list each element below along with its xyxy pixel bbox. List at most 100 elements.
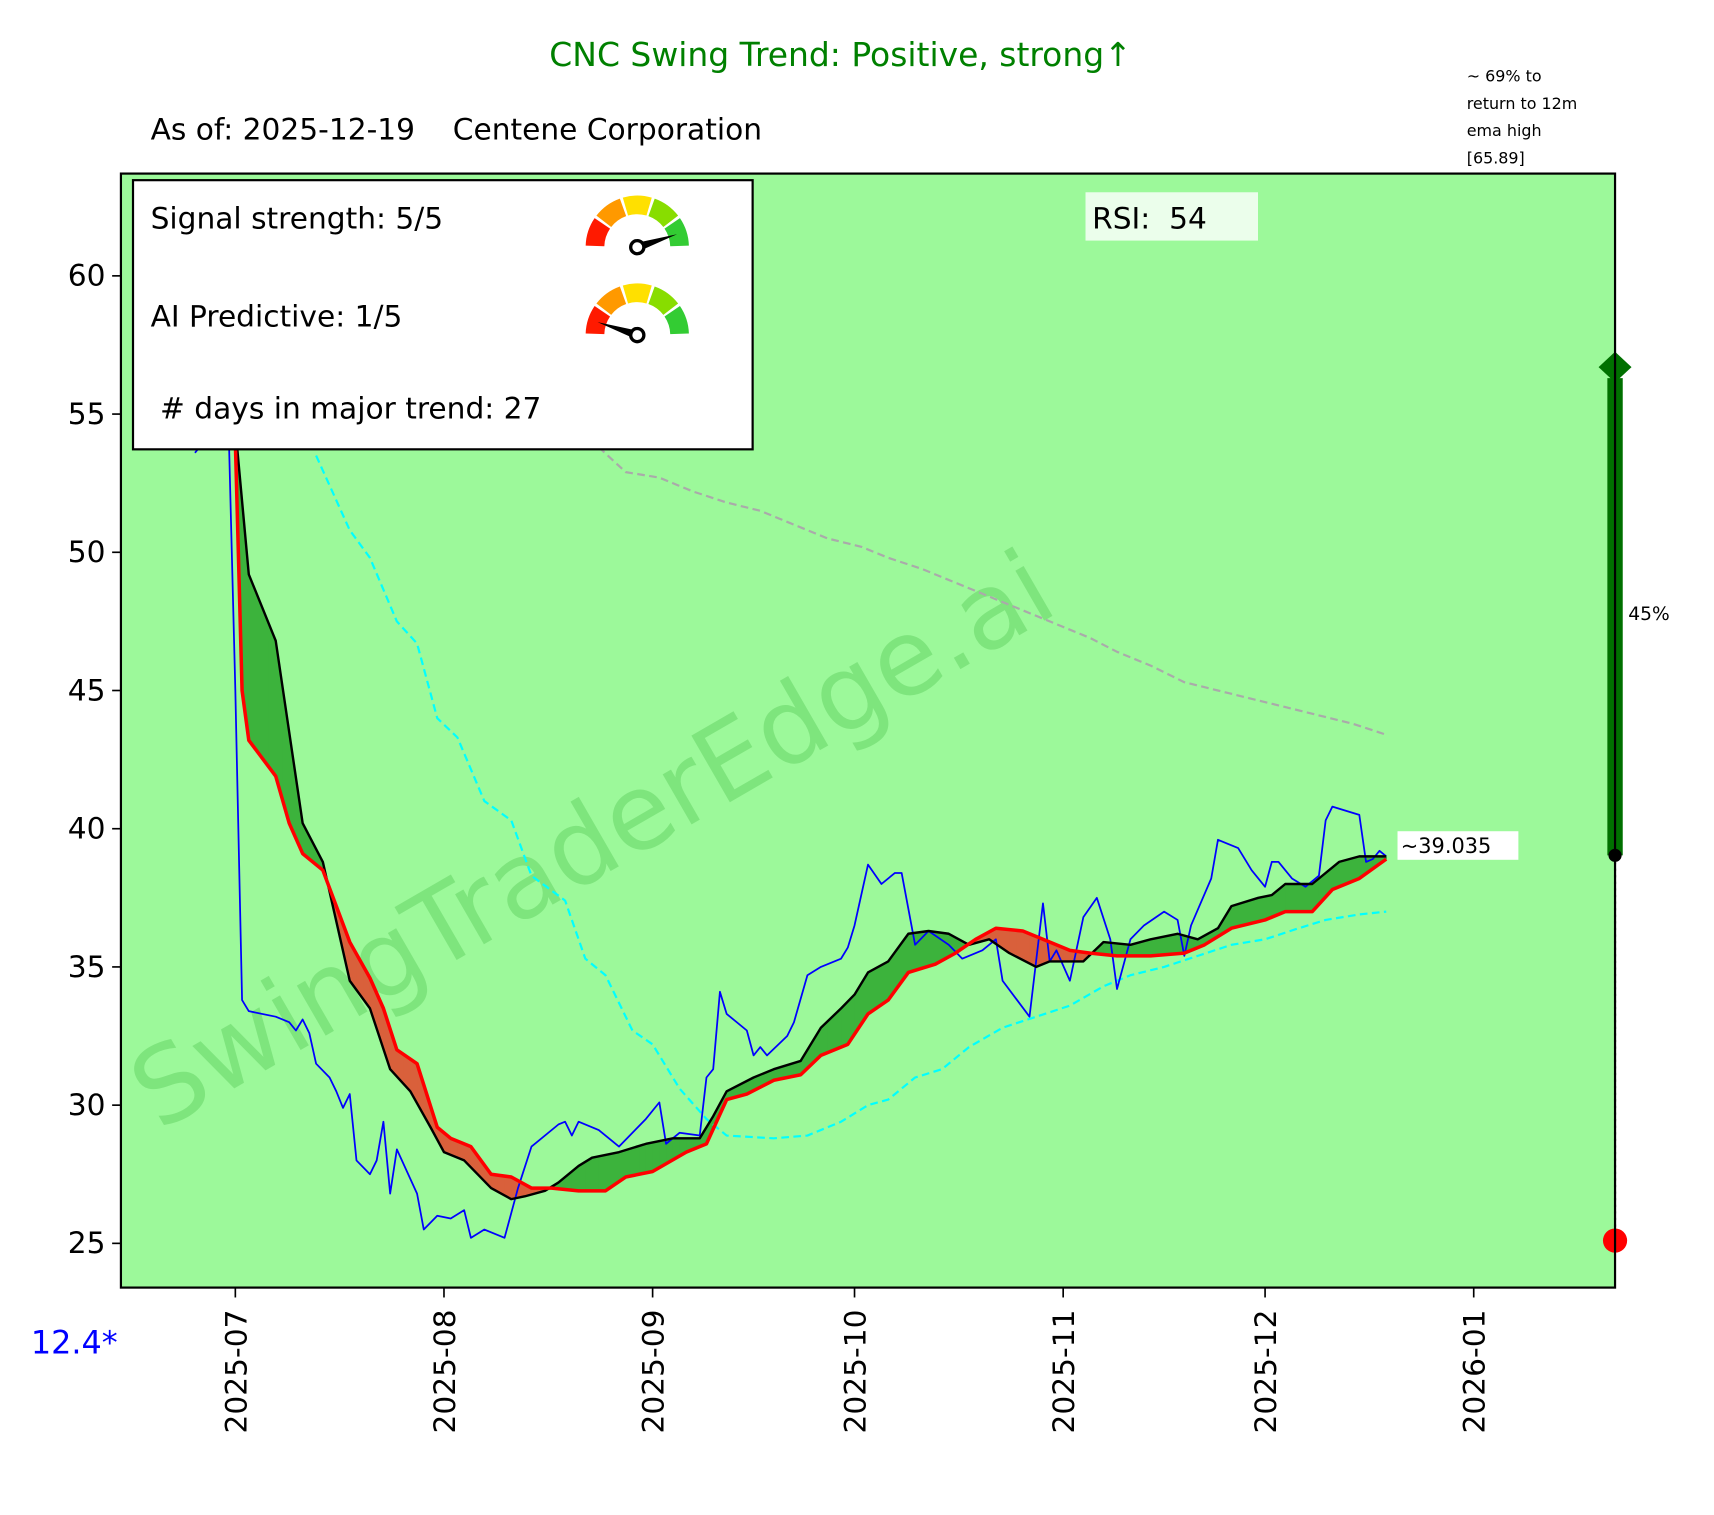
gauge-needle [597, 322, 639, 340]
target-note-line: ~ 69% to [1467, 66, 1542, 85]
ema-fill-up [1265, 895, 1273, 920]
gauge-needle [635, 234, 677, 252]
gauge-segment [648, 286, 679, 315]
target-note: ~ 69% to return to 12m ema high [65.89] [1467, 66, 1578, 167]
ema-fill-up [672, 1138, 681, 1160]
target-percent-label: 45% [1628, 604, 1669, 625]
ema-fill-down [491, 1174, 499, 1192]
ema-fill-up [787, 1062, 795, 1078]
ema-fill-up [1143, 939, 1152, 956]
ema-fill-up [1298, 884, 1307, 912]
ema-fill-up [942, 932, 950, 961]
ai-gauge-icon [585, 283, 689, 344]
ema-fill-up [625, 1147, 634, 1178]
ema-fill-up [1291, 884, 1300, 912]
ema-fill-up [645, 1142, 654, 1173]
ema-fill-up [1164, 935, 1172, 955]
ema-fill-up [874, 965, 883, 1010]
signal-gauge-icon [585, 195, 689, 256]
ema-fill-up [1137, 941, 1145, 956]
ema-fill-up [592, 1156, 600, 1191]
ema-fill-down [1016, 930, 1024, 961]
x-tick-label: 2025-08 [427, 1310, 462, 1434]
y-tick-label: 60 [68, 258, 106, 293]
ema-fill-up [915, 931, 923, 971]
ema-fill-up [1096, 942, 1105, 955]
ema-fill-down [1022, 930, 1031, 964]
ema-fill-up [888, 952, 896, 1001]
gauge-segment [596, 198, 627, 228]
ema-fill-down [1002, 928, 1010, 954]
gauge-segment [622, 195, 652, 216]
ema-fill-up [921, 930, 930, 969]
ema-fill-up [699, 1127, 708, 1147]
ema-fill-up [282, 686, 290, 824]
ema-fill-up [1339, 860, 1347, 887]
target-note-line: ema high [1467, 121, 1542, 140]
ema-fill-down [1009, 929, 1017, 957]
ema-fill-up [1170, 933, 1179, 955]
ema-fill-up [1157, 936, 1165, 956]
ema-fill-up [1251, 897, 1260, 924]
ema-fill-up [666, 1138, 674, 1164]
x-tick-label: 2025-11 [1046, 1310, 1081, 1434]
plot-frame [119, 172, 1617, 1289]
ema-fill-up [928, 930, 936, 967]
series-line-ema_fast [234, 427, 1387, 1201]
ema-fill-up [1332, 861, 1340, 890]
rsi-badge [1085, 192, 1258, 241]
bottom-left-value: 12.4* [31, 1324, 118, 1362]
ema-fill-up [867, 968, 876, 1014]
rsi-label: RSI: 54 [1092, 201, 1207, 236]
ema-fill-up [659, 1139, 667, 1168]
ema-fill-down [450, 1138, 459, 1158]
ema-fill-down [470, 1146, 479, 1175]
ema-fill-up [248, 574, 257, 750]
ema-fill-up [1224, 906, 1233, 933]
ema-fill-up [1352, 856, 1360, 882]
series-line-ma_mid [315, 455, 1387, 1140]
series-line-ema_slow [233, 441, 1388, 1193]
series-line-ma_long [598, 446, 1387, 736]
ema-fill-down [497, 1175, 506, 1196]
x-tick-label: 2025-07 [218, 1310, 253, 1434]
target-note-line: [65.89] [1467, 149, 1525, 168]
y-tick-label: 35 [68, 949, 106, 984]
signal-strength-label: Signal strength: 5/5 [151, 201, 444, 236]
ema-fill-up [1271, 889, 1280, 918]
ema-fill-up [1103, 942, 1111, 956]
ema-fill-down [383, 1008, 391, 1070]
ema-fill-up [262, 607, 270, 768]
ema-fill-up [1244, 899, 1253, 925]
gauge-segment [585, 218, 611, 247]
ema-fill-up [841, 1001, 849, 1048]
ema-fill-down [1076, 951, 1085, 962]
chart-title: CNC Swing Trend: Positive, strong↑ [549, 35, 1131, 74]
gauge-segment [596, 286, 627, 315]
x-tick-label: 2025-09 [636, 1310, 671, 1434]
ema-fill-down [995, 928, 1004, 949]
ema-fill-up [598, 1154, 607, 1191]
ema-fill-up [1117, 943, 1125, 956]
ema-fill-up [558, 1177, 566, 1190]
ai-predictive-label: AI Predictive: 1/5 [151, 298, 403, 333]
ema-fill-up [854, 983, 862, 1035]
ema-fill-up [1305, 884, 1313, 912]
ema-fill-down [336, 906, 344, 952]
ema-fill-up [618, 1150, 627, 1182]
gauge-segment [585, 305, 611, 335]
chart-subtitle: As of: 2025-12-19 Centene Corporation [151, 112, 762, 147]
y-tick-label: 30 [68, 1087, 106, 1122]
ema-fill-up [268, 624, 277, 777]
ema-fill-down [417, 1063, 425, 1116]
gauge-segment [664, 305, 689, 335]
ema-fill-up [861, 972, 869, 1025]
ema-fill-up [827, 1014, 835, 1053]
ema-fill-up [780, 1065, 788, 1079]
ema-fill-up [773, 1067, 782, 1081]
last-price-badge [1397, 831, 1519, 860]
info-box: Signal strength: 5/5 AI Predictive: 1/5 … [131, 179, 754, 451]
target-note-line: return to 12m [1467, 94, 1578, 113]
ema-fill-up [632, 1145, 640, 1176]
